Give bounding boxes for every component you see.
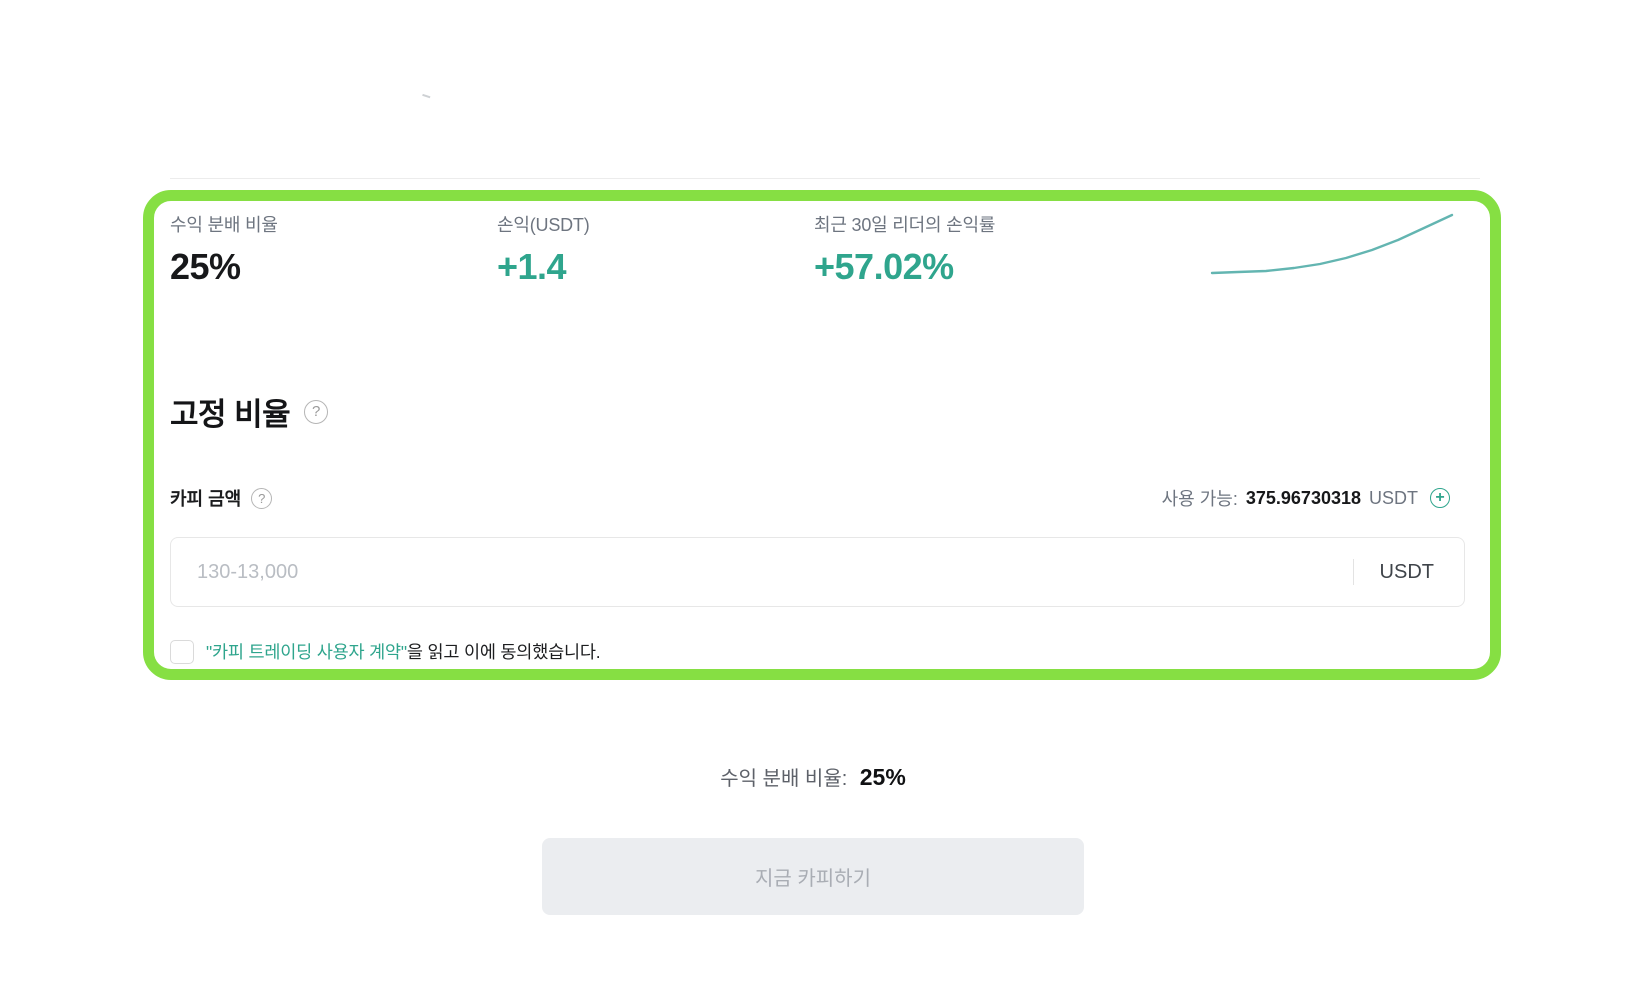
- unit-divider: [1352, 559, 1354, 585]
- stat-label: 수익 분배 비율: [170, 215, 278, 235]
- help-icon[interactable]: ?: [251, 487, 273, 509]
- copy-now-button[interactable]: 지금 카피하기: [542, 838, 1084, 915]
- agreement-link[interactable]: "카피 트레이딩 사용자 계약": [206, 642, 407, 662]
- available-value: 375.96730318: [1245, 487, 1361, 508]
- stray-mark: [421, 93, 431, 101]
- copy-amount-input[interactable]: [171, 538, 1353, 606]
- copy-amount-row: 카피 금액 ? 사용 가능: 375.96730318 USDT +: [170, 484, 1450, 512]
- copy-amount-field: USDT: [170, 537, 1465, 607]
- agreement-checkbox[interactable]: [170, 639, 194, 664]
- copy-amount-label: 카피 금액: [170, 489, 242, 509]
- roi-sparkline-chart: [1210, 213, 1454, 275]
- stat-roi-30d: 최근 30일 리더의 손익률 +57.02%: [814, 211, 995, 288]
- help-icon[interactable]: ?: [304, 399, 329, 424]
- top-divider: [170, 178, 1480, 179]
- deposit-plus-icon[interactable]: +: [1430, 488, 1450, 508]
- available-balance: 사용 가능: 375.96730318 USDT +: [1162, 485, 1450, 511]
- agreement-row: "카피 트레이딩 사용자 계약"을 읽고 이에 동의했습니다.: [170, 639, 601, 664]
- stat-profit-share: 수익 분배 비율 25%: [170, 211, 278, 288]
- copy-settings-panel: 수익 분배 비율 25% 손익(USDT) +1.4 최근 30일 리더의 손익…: [143, 190, 1501, 680]
- stat-value: +1.4: [497, 246, 567, 287]
- agreement-rest: 을 읽고 이에 동의했습니다.: [406, 642, 601, 662]
- profit-share-value: 25%: [859, 764, 906, 790]
- stat-label: 최근 30일 리더의 손익률: [814, 215, 996, 235]
- section-title-row: 고정 비율 ?: [170, 389, 329, 434]
- profit-share-summary: 수익 분배 비율: 25%: [0, 762, 1626, 791]
- section-title: 고정 비율: [170, 397, 291, 432]
- profit-share-label: 수익 분배 비율:: [720, 768, 848, 790]
- stat-value: +57.02%: [814, 246, 954, 287]
- available-unit: USDT: [1369, 487, 1418, 508]
- agreement-text: "카피 트레이딩 사용자 계약"을 읽고 이에 동의했습니다.: [206, 639, 601, 664]
- input-unit-label: USDT: [1379, 560, 1434, 583]
- stat-pnl: 손익(USDT) +1.4: [497, 211, 590, 288]
- stat-label: 손익(USDT): [497, 215, 590, 235]
- stat-value: 25%: [170, 246, 241, 287]
- available-label: 사용 가능:: [1161, 489, 1238, 509]
